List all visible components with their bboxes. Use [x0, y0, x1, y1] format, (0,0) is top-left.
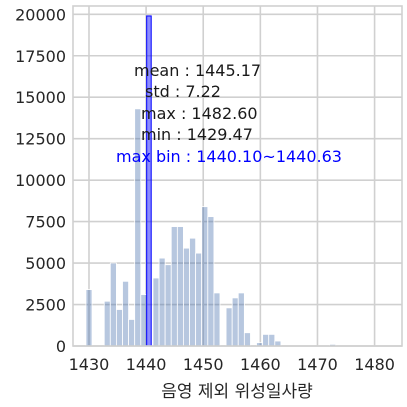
x-axis-label: 음영 제외 위성일사량: [161, 382, 313, 402]
grid: [73, 6, 402, 347]
x-tick-label: 1430: [69, 355, 110, 374]
x-tick-label: 1460: [240, 355, 281, 374]
histogram-bar: [243, 332, 251, 347]
histogram-bar: [262, 333, 270, 347]
y-tick-label: 0: [56, 337, 66, 356]
x-tick-label: 1470: [297, 355, 338, 374]
y-tick-label: 12500: [15, 130, 66, 149]
plot-background: [73, 6, 402, 346]
stat-annotation: std : 7.22: [145, 82, 221, 101]
histogram-bar: [85, 289, 93, 347]
histogram-bar: [225, 307, 233, 347]
y-tick-label: 17500: [15, 47, 66, 66]
histogram-bar: [103, 300, 111, 347]
y-tick-label: 7500: [25, 213, 66, 232]
histogram-bar: [140, 294, 148, 347]
y-tick-label: 5000: [25, 254, 66, 273]
y-tick-label: 15000: [15, 88, 66, 107]
histogram-bar: [207, 216, 215, 347]
histogram-bar: [116, 309, 123, 347]
plot-frame: [72, 5, 403, 347]
x-tick-label: 1480: [354, 355, 395, 374]
histogram-bar: [213, 292, 221, 347]
x-tick-label: 1440: [126, 355, 167, 374]
y-tick-label: 20000: [15, 5, 66, 24]
y-tick-label: 10000: [15, 171, 66, 190]
histogram-bar: [195, 252, 203, 347]
x-tick-label: 1450: [183, 355, 224, 374]
histogram-bar: [268, 333, 276, 347]
stat-annotation: mean : 1445.17: [134, 61, 261, 80]
histogram-bar: [122, 280, 129, 347]
stat-annotation: min : 1429.47: [141, 125, 253, 144]
histogram-bar: [231, 297, 239, 347]
stat-annotation: max bin : 1440.10~1440.63: [116, 147, 342, 166]
histogram-bar: [164, 264, 172, 347]
y-tick-labels: 0 2500 5000 7500 10000 12500 15000 17500 20000: [15, 5, 66, 356]
histogram-bar: [134, 108, 142, 347]
histogram-bar: [170, 226, 178, 347]
stat-annotation: max : 1482.60: [141, 104, 258, 123]
histogram-bar: [109, 262, 117, 347]
histogram-bar: [201, 206, 209, 347]
histogram-bar: [237, 292, 245, 347]
histogram-bar: [128, 319, 136, 347]
stat-annotations: mean : 1445.17 std : 7.22 max : 1482.60 min…: [116, 61, 342, 166]
histogram-bar: [189, 237, 197, 347]
histogram-bar: [176, 226, 184, 347]
plot-border: [72, 5, 403, 347]
y-tick-label: 2500: [25, 296, 66, 315]
histogram-bar: [158, 257, 166, 347]
histogram-bar: [152, 277, 160, 347]
x-tick-labels: 1430 1440 1450 1460 1470 1480: [69, 355, 395, 374]
histogram-bar: [183, 247, 190, 347]
